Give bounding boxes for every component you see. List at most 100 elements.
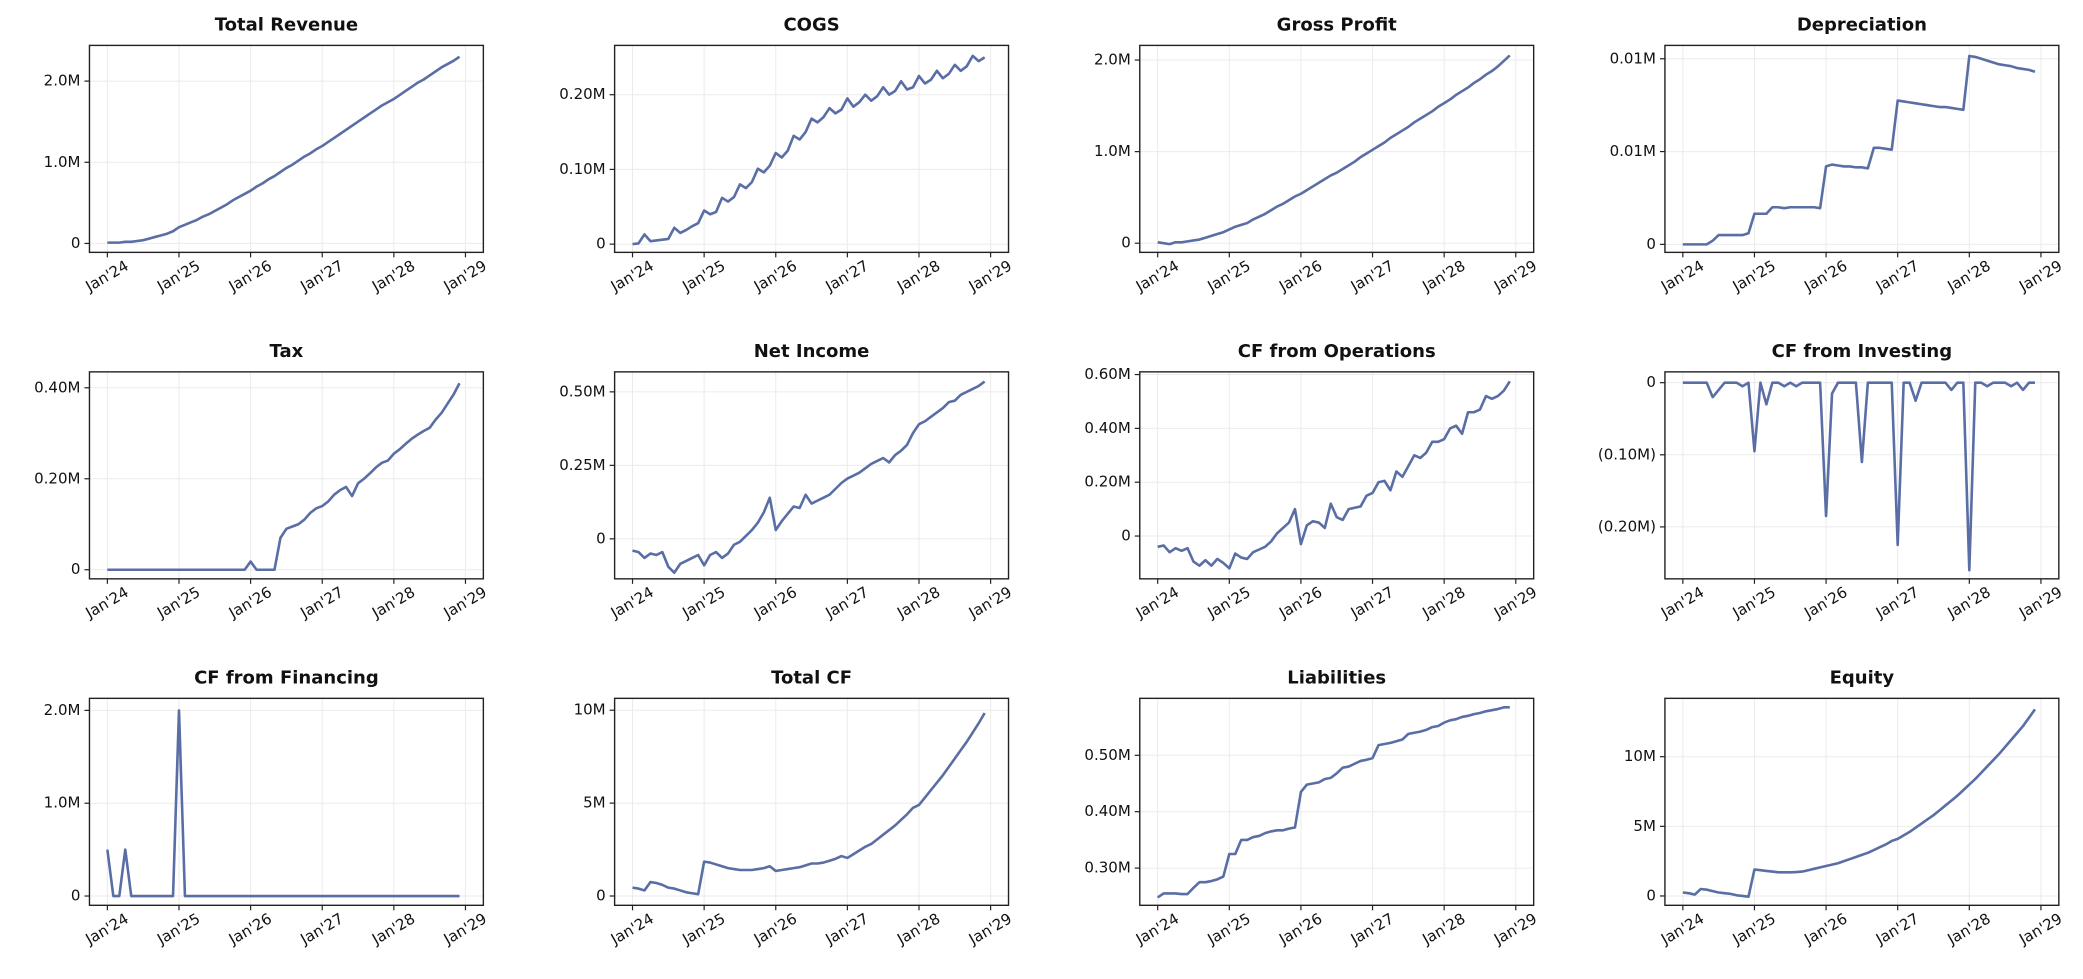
y-tick-label: 0	[71, 560, 81, 578]
subplot: Depreciation 0 0.01M 0.01M Jan'24 Jan'25 Jan'2…	[1610, 14, 2066, 295]
subplot: CF from Investing 0 (0.10M) (0.20M) Jan'24 Ja…	[1598, 341, 2065, 622]
y-tick-label: 0.30M	[1084, 859, 1130, 877]
x-tick-label: Jan'28	[1418, 257, 1468, 296]
x-tick-label: Jan'29	[1490, 909, 1540, 948]
x-tick-label: Jan'29	[965, 257, 1015, 296]
y-tick-label: 0.40M	[34, 378, 80, 396]
y-tick-label: 0.60M	[1084, 365, 1130, 383]
y-tick-label: 2.0M	[44, 701, 81, 719]
plot-frame	[613, 371, 1010, 580]
x-tick-label: Jan'29	[440, 257, 490, 296]
subplot-title: Equity	[1830, 667, 1895, 688]
subplot: Net Income 0 0.25M 0.50M Jan'24 Jan'25 Jan'26 J…	[559, 341, 1015, 622]
y-tick-label: 0.50M	[1084, 746, 1130, 764]
line	[1157, 54, 1511, 246]
x-tick-label: Jan'26	[1275, 257, 1325, 296]
x-tick-label: Jan'26	[750, 909, 800, 948]
subplot: Liabilities 0.30M 0.40M 0.50M Jan'24 Jan'25 Ja…	[1084, 667, 1540, 948]
x-tick-label: Jan'26	[750, 257, 800, 296]
x-tick-label: Jan'24	[1132, 257, 1182, 296]
subplot: Total CF 0 5M 10M Jan'24 Jan'25 Jan'26 Jan'27 Ja…	[574, 667, 1015, 948]
line	[107, 382, 461, 572]
x-tick-label: Jan'28	[1418, 909, 1468, 948]
x-tick-label: Jan'28	[368, 583, 418, 622]
subplot-title: Total CF	[771, 667, 852, 688]
x-tick-label: Jan'25	[153, 583, 203, 622]
subplot-title: CF from Investing	[1772, 341, 1953, 362]
x-tick-label: Jan'28	[368, 257, 418, 296]
x-tick-label: Jan'27	[297, 257, 347, 296]
subplot-title: Liabilities	[1287, 667, 1386, 688]
x-tick-label: Jan'29	[1490, 257, 1540, 296]
x-tick-label: Jan'27	[1347, 257, 1397, 296]
y-tick-label: 0.25M	[559, 456, 605, 474]
subplot: Total Revenue 0 1.0M 2.0M Jan'24 Jan'25 Jan'26…	[44, 14, 490, 295]
subplot-title: CF from Operations	[1238, 341, 1436, 362]
x-tick-label: Jan'25	[678, 257, 728, 296]
x-tick-label: Jan'29	[965, 583, 1015, 622]
y-tick-label: 0.20M	[34, 469, 80, 487]
y-tick-label: 0.40M	[1084, 802, 1130, 820]
line	[1156, 706, 1510, 899]
line	[1682, 54, 2036, 246]
x-tick-label: Jan'25	[1729, 583, 1779, 622]
x-tick-label: Jan'28	[368, 909, 418, 948]
y-tick-label: 0.50M	[559, 382, 605, 400]
x-tick-label: Jan'25	[1204, 257, 1254, 296]
x-tick-label: Jan'26	[1275, 909, 1325, 948]
y-tick-label: 0	[71, 234, 81, 252]
subplot: COGS 0 0.10M 0.20M Jan'24 Jan'25 Jan'26 Jan'27 J…	[559, 14, 1015, 295]
x-tick-label: Jan'28	[1944, 257, 1994, 296]
x-tick-label: Jan'25	[678, 909, 728, 948]
subplot-title: CF from Financing	[194, 667, 379, 688]
x-tick-label: Jan'24	[607, 909, 657, 948]
y-tick-label: 0.01M	[1610, 49, 1656, 67]
x-tick-label: Jan'26	[225, 583, 275, 622]
x-tick-label: Jan'28	[893, 583, 943, 622]
subplot-title: Tax	[270, 341, 304, 362]
y-tick-label: 0	[596, 235, 606, 253]
x-tick-label: Jan'25	[153, 909, 203, 948]
y-tick-label: 5M	[1633, 817, 1656, 835]
x-tick-label: Jan'26	[1800, 583, 1850, 622]
plot-frame	[1139, 44, 1535, 254]
x-tick-label: Jan'28	[893, 257, 943, 296]
x-tick-label: Jan'25	[678, 583, 728, 622]
y-tick-label: 2.0M	[1094, 51, 1131, 69]
y-tick-label: 0	[1646, 886, 1656, 904]
x-tick-label: Jan'27	[822, 257, 872, 296]
subplot-title: Gross Profit	[1277, 14, 1397, 35]
y-tick-label: 0	[596, 529, 606, 547]
x-tick-label: Jan'29	[1490, 583, 1540, 622]
x-tick-label: Jan'24	[1657, 257, 1707, 296]
x-tick-label: Jan'26	[750, 583, 800, 622]
x-tick-label: Jan'26	[225, 257, 275, 296]
y-tick-label: 5M	[583, 794, 606, 812]
x-tick-label: Jan'27	[297, 909, 347, 948]
x-tick-label: Jan'26	[225, 909, 275, 948]
x-tick-label: Jan'28	[1418, 583, 1468, 622]
line	[107, 55, 461, 244]
x-tick-label: Jan'24	[1657, 909, 1707, 948]
plot-frame	[1664, 44, 2060, 254]
x-tick-label: Jan'29	[2015, 583, 2065, 622]
line	[1682, 708, 2037, 898]
line	[106, 709, 460, 898]
x-tick-label: Jan'24	[1657, 583, 1707, 622]
x-tick-label: Jan'26	[1800, 257, 1850, 296]
plot-frame	[88, 371, 485, 580]
y-tick-label: 0	[596, 887, 606, 905]
x-tick-label: Jan'25	[153, 257, 203, 296]
x-tick-label: Jan'28	[1944, 583, 1994, 622]
x-tick-label: Jan'29	[440, 909, 490, 948]
y-tick-label: 0.10M	[559, 160, 605, 178]
x-tick-label: Jan'24	[1132, 583, 1182, 622]
y-tick-label: 0.20M	[1084, 473, 1130, 491]
x-tick-label: Jan'27	[1872, 257, 1922, 296]
line	[632, 712, 986, 896]
line	[632, 54, 986, 246]
subplot-title: Depreciation	[1797, 14, 1927, 35]
x-tick-label: Jan'25	[1204, 583, 1254, 622]
x-tick-label: Jan'26	[1800, 909, 1850, 948]
